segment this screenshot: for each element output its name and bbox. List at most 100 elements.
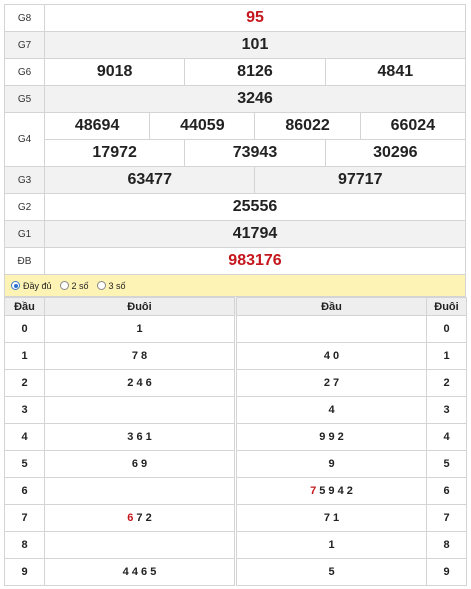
loto-tail-digits: 1 [44,315,235,343]
prize-row-g2: G2 25556 [4,193,466,221]
loto-row: 1 7 8 4 0 1 [4,342,467,370]
loto-head-digits: 7 1 [236,504,427,532]
prize-number: 97717 [254,166,466,194]
option-label: 2 số [71,280,89,291]
option-2-digits[interactable]: 2 số [59,280,89,291]
prize-number: 41794 [44,220,466,248]
loto-head-digits: 4 [236,396,427,424]
loto-row: 5 6 9 9 5 [4,450,467,478]
loto-tail-digits: 6 9 [44,450,235,478]
prize-row-g5: G5 3246 [4,85,466,113]
highlighted-digit: 6 [127,512,134,524]
digits-text: 1 [136,323,143,335]
loto-head-digit: 3 [4,396,45,424]
header-duoi: Đuôi [44,297,235,316]
option-full[interactable]: Đầy đủ [11,281,52,291]
prize-number: 44059 [149,112,256,140]
loto-tail-digits: 7 8 [44,342,235,370]
prize-label: G6 [4,58,45,86]
loto-tail-digit: 2 [426,369,467,397]
loto-tail-digits [44,531,235,559]
prize-number: 9018 [43,58,186,86]
prize-number: 30296 [324,139,467,167]
prize-number: 73943 [184,139,326,167]
loto-head-digits: 7 5 9 4 2 [236,477,427,505]
prize-number: 4841 [324,58,467,86]
loto-head-digit: 5 [4,450,45,478]
loto-row: 0 1 0 [4,315,467,343]
loto-head-digit: 0 [4,315,45,343]
prize-label: G2 [4,193,45,221]
prize-number: 95 [44,4,466,32]
loto-head-digits [236,315,427,343]
loto-tail-digits: 6 7 2 [44,504,235,532]
prize-label: G1 [4,220,45,248]
prize-number: 63477 [43,166,256,194]
option-label: Đầy đủ [23,280,52,291]
digits-text: 6 9 [131,458,148,470]
digits-text: 7 8 [131,350,148,362]
prize-number: 66024 [359,112,467,140]
loto-head-digits: 9 [236,450,427,478]
loto-row: 4 3 6 1 9 9 2 4 [4,423,467,451]
prize-row-g1: G1 41794 [4,220,466,248]
radio-icon[interactable] [96,281,106,290]
prize-number: 8126 [184,58,326,86]
highlighted-digit: 7 [310,485,317,497]
digits-text: 5 9 4 2 [316,485,353,497]
loto-tail-digit: 9 [426,558,467,586]
option-label: 3 số [108,280,126,291]
digits-text: 7 2 [133,512,152,524]
loto-head-digit: 4 [4,423,45,451]
loto-tail-digit: 1 [426,342,467,370]
loto-head-digit: 6 [4,477,45,505]
option-3-digits[interactable]: 3 số [96,280,126,291]
loto-row: 2 2 4 6 2 7 2 [4,369,467,397]
prize-number: 3246 [44,85,466,113]
loto-tail-digit: 0 [426,315,467,343]
loto-head-digit: 2 [4,369,45,397]
header-duoi-right: Đuôi [426,297,467,316]
loto-row: 9 4 4 6 5 5 9 [4,558,467,586]
prize-number: 48694 [43,112,151,140]
loto-head-digits: 4 0 [236,342,427,370]
prize-number: 86022 [254,112,361,140]
loto-head-digit: 9 [4,558,45,586]
digits-text: 9 [328,458,335,470]
prize-label: G7 [4,31,45,59]
prize-row-g6: G6 9018 8126 4841 [4,58,467,86]
prize-number: 983176 [44,247,466,275]
prize-number: 25556 [44,193,466,221]
prize-row-g7: G7 101 [4,31,466,59]
header-dau: Đầu [4,297,45,316]
loto-head-digits: 9 9 2 [236,423,427,451]
digits-text: 1 [328,539,335,551]
digits-text: 4 0 [323,350,340,362]
loto-head-digit: 1 [4,342,45,370]
prize-row-g8: G8 95 [4,4,466,32]
prize-row-g3: G3 63477 97717 [4,166,466,194]
prize-table: G8 95 G7 101 G6 9018 8126 4841 G5 3246 G… [4,4,467,275]
header-dau-right: Đầu [236,297,427,316]
loto-tail-digit: 8 [426,531,467,559]
radio-icon[interactable] [59,281,69,290]
digits-text: 5 [328,566,335,578]
radio-selected-icon[interactable] [11,281,20,290]
digits-text: 2 7 [323,377,340,389]
loto-header-row: Đầu Đuôi Đầu Đuôi [4,297,467,316]
loto-head-digits: 2 7 [236,369,427,397]
loto-tail-digit: 3 [426,396,467,424]
prize-label: ĐB [4,247,45,275]
digits-text: 3 6 1 [127,431,152,443]
loto-tail-digit: 7 [426,504,467,532]
digits-text: 2 4 6 [127,377,152,389]
digits-text: 4 4 6 5 [122,566,157,578]
prize-label: G4 [4,112,45,167]
loto-tail-digit: 5 [426,450,467,478]
loto-head-digits: 1 [236,531,427,559]
prize-number: 17972 [43,139,186,167]
loto-tail-digits: 2 4 6 [44,369,235,397]
prize-row-g4-second: 17972 73943 30296 [5,139,467,167]
